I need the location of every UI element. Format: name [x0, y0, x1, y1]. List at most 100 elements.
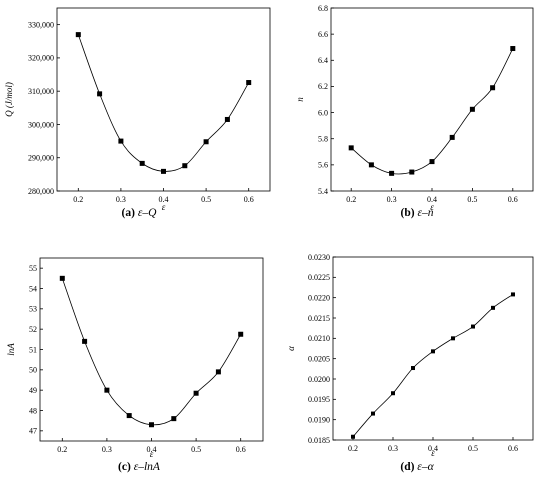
y-tick-label: 0.0225	[308, 273, 330, 282]
data-point	[368, 162, 374, 168]
y-tick-label: 0.0195	[308, 395, 330, 404]
y-axis-label: n	[295, 97, 305, 102]
x-tick-label: 0.6	[236, 445, 246, 454]
data-point	[161, 168, 166, 174]
x-tick-label: 0.4	[159, 195, 169, 204]
data-point	[139, 160, 145, 166]
y-tick-label: 0.0190	[308, 415, 330, 424]
caption-d-letter: (d)	[400, 461, 414, 473]
y-tick-label: 330,000	[28, 20, 54, 29]
data-point	[97, 91, 103, 97]
data-point	[451, 336, 455, 341]
x-tick-label: 0.5	[201, 195, 211, 204]
data-point	[59, 275, 65, 281]
caption-a: (a) ε–Q	[122, 207, 158, 219]
x-tick-label: 0.5	[191, 445, 201, 454]
plot-frame	[56, 7, 271, 192]
y-tick-label: 6.0	[318, 108, 328, 117]
y-tick-label: 6.4	[318, 56, 328, 65]
x-tick-label: 0.4	[427, 195, 437, 204]
y-tick-label: 47	[29, 427, 37, 436]
y-tick-label: 290,000	[28, 154, 54, 163]
x-tick-label: 0.4	[147, 445, 157, 454]
caption-a-letter: (a)	[122, 207, 136, 219]
data-point	[411, 366, 415, 371]
y-tick-label: 0.0205	[308, 354, 330, 363]
x-tick-label: 0.2	[346, 195, 356, 204]
x-axis-label: ε	[150, 449, 154, 459]
data-point	[491, 305, 495, 310]
y-tick-label: 320,000	[28, 54, 54, 63]
caption-d: (d) ε–α	[400, 461, 434, 473]
y-tick-label: 310,000	[28, 87, 54, 96]
y-tick-label: 0.0220	[308, 293, 330, 302]
x-tick-label: 0.3	[102, 445, 112, 454]
fit-curve	[350, 48, 514, 175]
data-point	[118, 138, 124, 144]
caption-c-text: ε–lnA	[134, 461, 161, 473]
data-point	[511, 292, 515, 297]
x-tick-label: 0.6	[244, 195, 254, 204]
data-point	[391, 391, 395, 396]
data-point	[471, 324, 475, 329]
x-tick-label: 0.6	[508, 195, 518, 204]
x-axis-label: ε	[430, 202, 434, 212]
panel-b: 0.2 0.3 0.4 0.5 0.6 5.4 5.6 5.8 6.0 6.2 6.4 6.6 6.8 ε…	[295, 4, 534, 212]
plot-frame	[39, 257, 264, 442]
data-point	[182, 163, 188, 169]
caption-c-letter: (c)	[118, 461, 131, 473]
fit-curve	[77, 34, 250, 172]
x-tick-label: 0.2	[73, 195, 83, 204]
panel-c: 0.2 0.3 0.4 0.5 0.6 47 48 49 50 51 52 53 54 55 ε lnA	[6, 257, 264, 459]
caption-b-letter: (b)	[401, 207, 415, 219]
data-point	[389, 170, 395, 176]
data-point	[469, 106, 475, 112]
x-axis-label: ε	[162, 202, 166, 212]
y-tick-label: 49	[29, 386, 37, 395]
x-tick-label: 0.5	[468, 444, 478, 453]
data-point	[75, 32, 81, 38]
x-tick-label: 0.2	[348, 444, 358, 453]
y-axis-label: lnA	[6, 343, 16, 356]
x-tick-label: 0.2	[57, 445, 67, 454]
data-point	[510, 46, 516, 52]
y-tick-label: 51	[29, 345, 37, 354]
data-point	[449, 134, 455, 140]
y-tick-label: 50	[29, 366, 37, 375]
caption-a-text: ε–Q	[138, 207, 157, 219]
x-axis-label: ε	[431, 448, 435, 458]
y-tick-label: 6.2	[318, 82, 328, 91]
y-tick-label: 0.0230	[308, 253, 330, 262]
y-tick-label: 280,000	[28, 187, 54, 196]
y-tick-label: 5.6	[318, 161, 328, 170]
data-point	[348, 145, 354, 151]
y-tick-label: 5.4	[318, 187, 328, 196]
y-axis-label: Q (J/mol)	[4, 82, 14, 117]
y-tick-label: 55	[29, 264, 37, 273]
caption-d-text: ε–α	[417, 461, 434, 473]
x-tick-label: 0.3	[387, 195, 397, 204]
panel-a: 0.2 0.3 0.4 0.5 0.6 280,000 290,000 300,000 310,…	[4, 7, 271, 212]
y-tick-label: 0.0185	[308, 436, 330, 445]
data-point	[203, 139, 209, 145]
x-tick-label: 0.3	[388, 444, 398, 453]
x-tick-label: 0.3	[116, 195, 126, 204]
data-point	[371, 411, 375, 416]
plot-frame	[332, 256, 534, 441]
data-point	[351, 434, 355, 439]
x-tick-label: 0.4	[428, 444, 438, 453]
caption-b: (b) ε–n	[401, 207, 434, 219]
x-tick-label: 0.6	[508, 444, 518, 453]
data-point	[215, 369, 221, 375]
data-point	[224, 116, 230, 122]
caption-c: (c) ε–lnA	[118, 461, 161, 473]
y-tick-label: 53	[29, 305, 37, 314]
x-tick-label: 0.5	[467, 195, 477, 204]
y-tick-label: 0.0200	[308, 375, 330, 384]
y-tick-label: 0.0215	[308, 314, 330, 323]
data-point	[82, 338, 88, 344]
y-tick-label: 300,000	[28, 120, 54, 129]
panel-d: 0.2 0.3 0.4 0.5 0.6 0.0185 0.0190 0.0195 0.0200 0…	[286, 253, 534, 458]
data-point	[429, 159, 435, 165]
